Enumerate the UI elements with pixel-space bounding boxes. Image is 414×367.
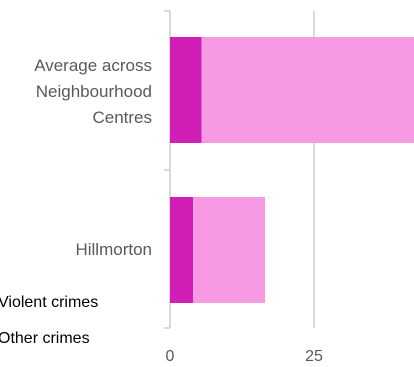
bar-average-other [201,37,414,143]
category-dividers [164,10,170,329]
x-tick-labels: 0255075 [166,348,323,365]
x-tick-label-25: 25 [305,348,323,365]
category-label-line: Hillmorton [75,240,152,259]
legend: Violent crimes Other crimes [0,294,98,347]
x-tick-label-0: 0 [166,348,175,365]
legend-entry-violent-crimes: Violent crimes [0,294,98,311]
bar-hillmorton-other [193,197,266,303]
bar-average-violent [170,37,202,143]
category-label-line: Neighbourhood [36,82,152,101]
category-label-line: Centres [92,108,152,127]
category-labels: Average across Neighbourhood Centres Hillmo… [34,56,152,259]
bars [170,37,414,303]
legend-entry-other-crimes: Other crimes [0,330,90,347]
category-label-line: Average across [34,56,152,75]
bar-hillmorton-violent [170,197,194,303]
